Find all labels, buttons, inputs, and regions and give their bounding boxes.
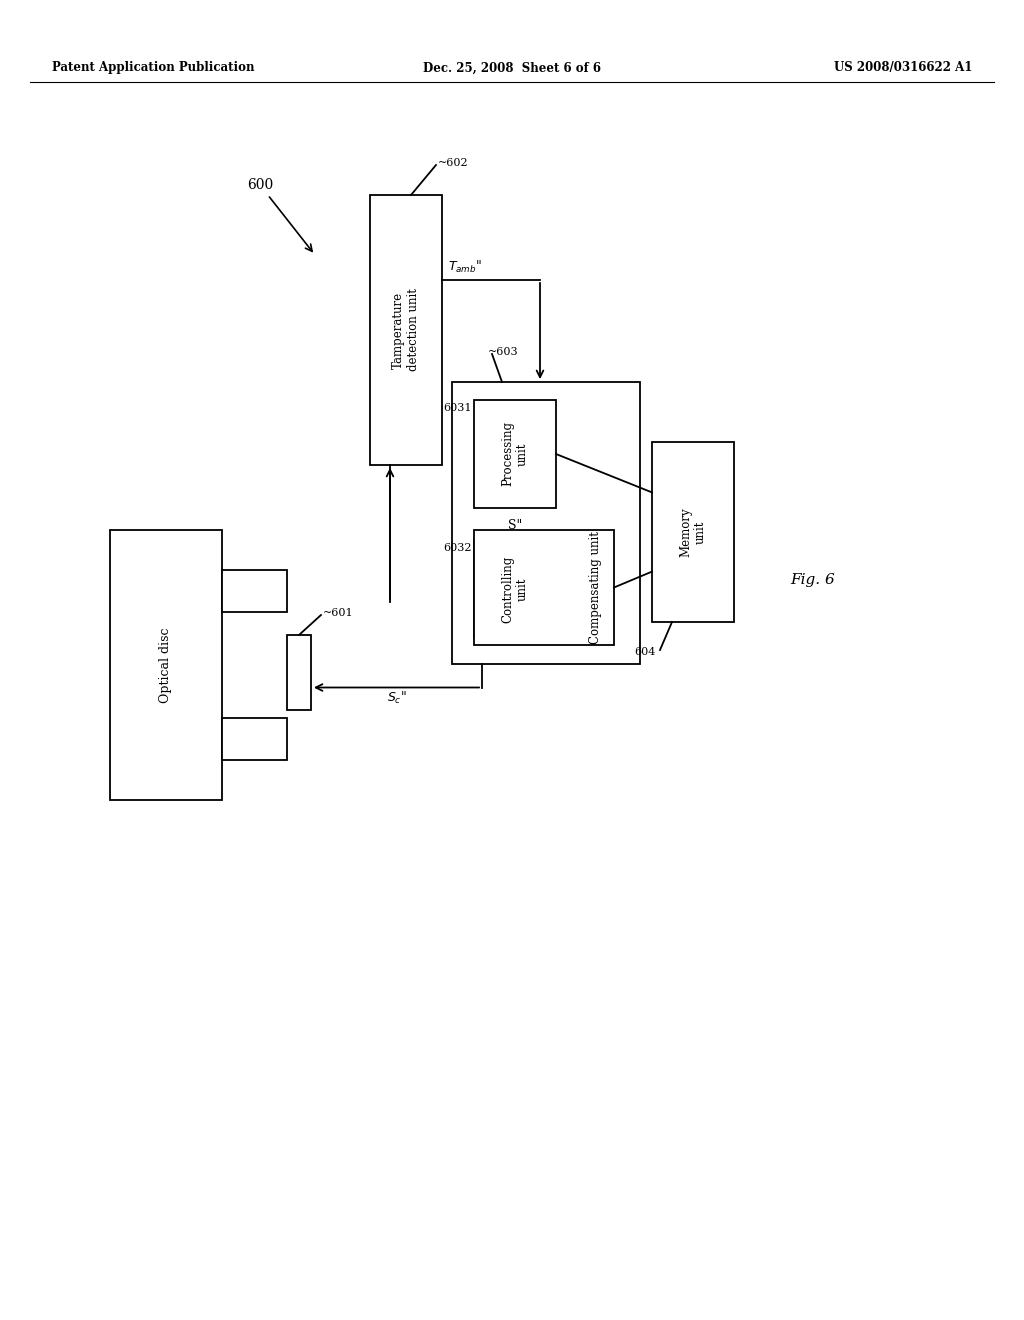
Text: Fig. 6: Fig. 6 bbox=[790, 573, 835, 587]
Text: Memory
unit: Memory unit bbox=[679, 507, 707, 557]
Text: $S_c$": $S_c$" bbox=[387, 689, 407, 706]
Text: Patent Application Publication: Patent Application Publication bbox=[52, 62, 255, 74]
Bar bbox=[287, 635, 311, 710]
Text: ~601: ~601 bbox=[323, 609, 353, 618]
Bar bbox=[474, 540, 556, 638]
Bar bbox=[474, 400, 556, 508]
Text: 6032: 6032 bbox=[443, 543, 472, 553]
Text: ~603: ~603 bbox=[488, 347, 518, 356]
Text: 604: 604 bbox=[635, 647, 656, 657]
Text: Dec. 25, 2008  Sheet 6 of 6: Dec. 25, 2008 Sheet 6 of 6 bbox=[423, 62, 601, 74]
Text: 600: 600 bbox=[247, 178, 312, 251]
Text: Processing
unit: Processing unit bbox=[501, 421, 529, 487]
Text: S": S" bbox=[508, 519, 522, 532]
Text: Compensating unit: Compensating unit bbox=[590, 531, 602, 644]
Bar bbox=[474, 531, 614, 645]
Text: Controlling
unit: Controlling unit bbox=[501, 556, 529, 623]
Bar bbox=[652, 442, 734, 622]
Bar bbox=[110, 531, 222, 800]
Text: US 2008/0316622 A1: US 2008/0316622 A1 bbox=[834, 62, 972, 74]
Text: 6031: 6031 bbox=[443, 403, 472, 413]
Bar bbox=[222, 718, 287, 760]
Text: $T_{amb}$": $T_{amb}$" bbox=[449, 259, 482, 275]
Text: ~602: ~602 bbox=[438, 158, 469, 168]
Bar bbox=[222, 570, 287, 612]
Text: Optical disc: Optical disc bbox=[160, 627, 172, 702]
Bar bbox=[370, 195, 442, 465]
Text: Tamperature
detection unit: Tamperature detection unit bbox=[392, 289, 420, 371]
Bar bbox=[452, 381, 640, 664]
